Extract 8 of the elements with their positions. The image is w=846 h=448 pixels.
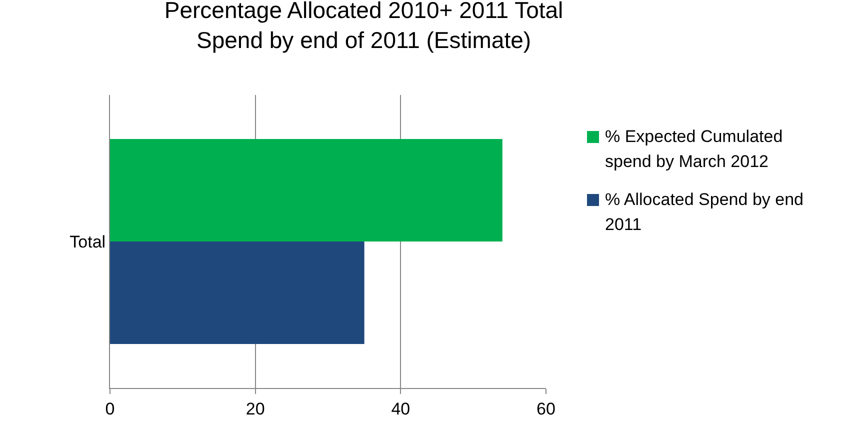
- legend-label: % Expected Cumulated spend by March 2012: [605, 127, 783, 171]
- x-tick-label: 20: [246, 399, 265, 418]
- legend-label: % Allocated Spend by end 2011: [605, 190, 804, 234]
- y-tick-label: Total: [70, 232, 106, 252]
- x-tick-label: 40: [391, 399, 410, 418]
- x-tick-label: 0: [105, 399, 115, 418]
- x-tick-label: 60: [536, 399, 556, 418]
- chart-title: Percentage Allocated 2010+ 2011 Total Spend by end of 2011 (Estimate): [164, 0, 564, 53]
